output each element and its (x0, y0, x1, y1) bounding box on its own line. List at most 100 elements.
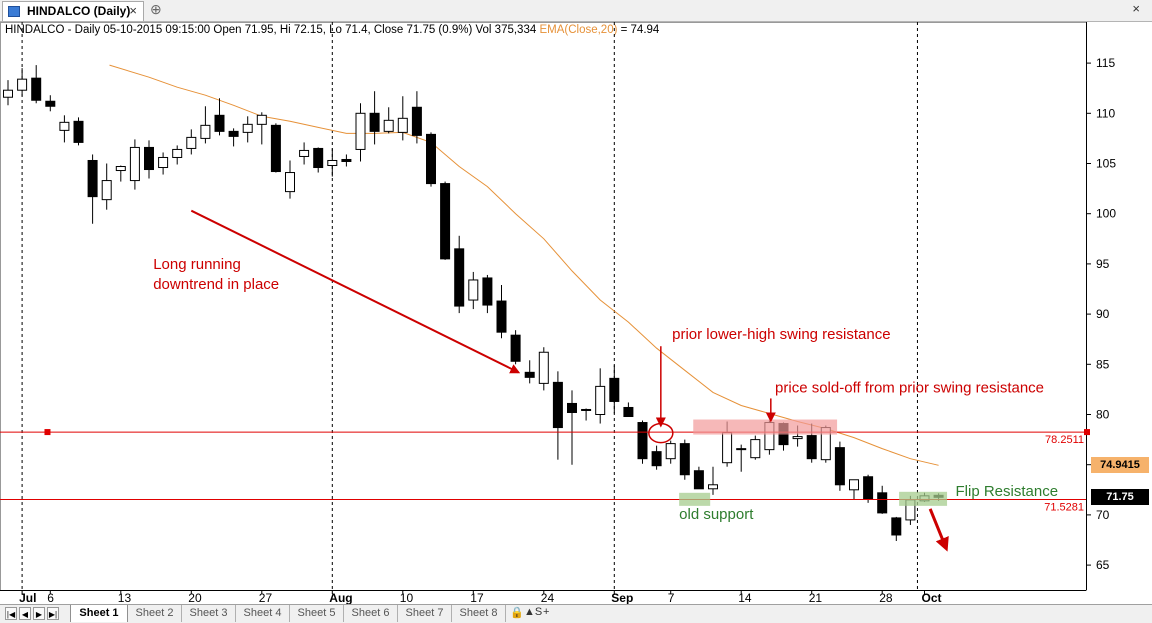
candle (750, 435, 761, 460)
chart-annotation: prior lower-high swing resistance (672, 326, 890, 343)
candle-body-down (623, 406, 634, 418)
candle (299, 142, 310, 165)
candle-body-up (129, 146, 140, 182)
candle-body-up (581, 408, 592, 411)
candle-body-down (313, 147, 324, 169)
candle-body-down (144, 146, 154, 171)
candle-body-down (609, 377, 620, 402)
close-window-icon[interactable]: × (1132, 1, 1140, 16)
candle (736, 444, 747, 472)
candle (426, 132, 436, 187)
next-sheet-button[interactable]: ▶ (33, 607, 45, 620)
candle-body-down (426, 133, 436, 185)
candle-body-down (834, 447, 845, 486)
chart-annotation: price sold-off from prior swing resistan… (775, 379, 1044, 396)
candle-body-down (341, 158, 352, 162)
sheet-tab-5[interactable]: Sheet 5 (290, 605, 344, 622)
sheet-tab-4[interactable]: Sheet 4 (236, 605, 290, 622)
candle (369, 91, 380, 145)
candle (200, 106, 211, 144)
line-anchor-marker (1084, 429, 1090, 436)
last-sheet-button[interactable]: ▶| (47, 607, 59, 620)
x-tick-label: 6 (47, 591, 54, 604)
candle (708, 466, 718, 495)
downtrend-arrow (190, 209, 521, 374)
candle-body-down (567, 402, 577, 413)
candle-body-down (73, 120, 84, 143)
chart-tab-hindalco[interactable]: HINDALCO (Daily) × (2, 1, 144, 21)
candle-body-up (750, 439, 761, 459)
candle-body-up (158, 156, 169, 169)
candle-body-down (736, 448, 747, 451)
candle (679, 439, 690, 480)
candle-body-up (3, 89, 13, 98)
candle (256, 112, 267, 145)
candle (567, 390, 577, 465)
candle-body-down (496, 300, 507, 333)
chart-annotation: Flip Resistance (956, 483, 1059, 500)
candle (355, 103, 366, 162)
candle (468, 271, 479, 310)
add-sheet-icon[interactable]: + (543, 606, 550, 618)
sheet-tab-8[interactable]: Sheet 8 (452, 605, 506, 622)
candle-body-up (17, 78, 28, 91)
candle (849, 479, 859, 500)
candle (87, 154, 98, 224)
flip-resistance-box (899, 491, 948, 506)
status-ema-value: = 74.94 (620, 24, 660, 36)
sheet-tab-3[interactable]: Sheet 3 (182, 605, 236, 622)
chart-tab-bar: HINDALCO (Daily) × ⊕ × (0, 0, 1152, 22)
sheet-tab-6[interactable]: Sheet 6 (344, 605, 398, 622)
x-tick-label: 27 (259, 591, 273, 604)
candle (144, 140, 154, 179)
prev-sheet-button[interactable]: ◀ (19, 607, 31, 620)
candle (411, 91, 422, 144)
candle (651, 445, 662, 470)
candle-body-up (172, 148, 183, 158)
candle-body-up (383, 119, 394, 132)
status-ohlc-text: HINDALCO - Daily 05-10-2015 09:15:00 Ope… (5, 24, 537, 36)
candle-body-down (454, 248, 465, 307)
y-tick-label: 95 (1096, 257, 1110, 271)
candle (581, 408, 592, 421)
close-tab-icon[interactable]: × (129, 3, 137, 18)
candle (327, 148, 338, 177)
scale-icon[interactable]: ▲S (524, 606, 543, 618)
candle-body-up (256, 114, 267, 125)
sheet-tab-2[interactable]: Sheet 2 (128, 605, 182, 622)
y-tick-label: 90 (1096, 307, 1110, 321)
lock-icon[interactable]: 🔒 (510, 607, 524, 619)
chart-tab-title: HINDALCO (Daily) (27, 4, 131, 18)
x-tick-label: 24 (541, 591, 555, 604)
price-chart[interactable]: 78.2511 71.5281 Long running downtrend in … (0, 22, 1152, 604)
candle (397, 96, 408, 141)
candle-body-up (242, 123, 253, 133)
sheet-tab-1[interactable]: Sheet 1 (70, 605, 128, 622)
candle (637, 420, 648, 464)
x-tick-label: Oct (922, 591, 942, 604)
y-tick-label: 70 (1096, 508, 1110, 522)
candle (595, 368, 606, 424)
candle-body-down (270, 124, 281, 173)
candle-body-down (31, 77, 42, 101)
new-tab-icon[interactable]: ⊕ (150, 1, 162, 17)
candle-body-up (285, 172, 295, 193)
x-tick-label: Aug (329, 591, 352, 604)
candle (510, 330, 521, 365)
sheet-tab-7[interactable]: Sheet 7 (398, 605, 452, 622)
candle-body-down (228, 130, 239, 137)
candle (552, 371, 563, 460)
candle (496, 284, 507, 339)
horizontal-level-label: 78.2511 (1045, 434, 1084, 446)
candle (341, 154, 352, 167)
candle-body-down (440, 183, 451, 260)
x-tick-label: 17 (470, 591, 484, 604)
candle (186, 129, 197, 155)
first-sheet-button[interactable]: |◀ (5, 607, 17, 620)
candle (693, 466, 704, 490)
y-tick-label: 115 (1096, 56, 1115, 70)
candle-body-up (115, 166, 126, 172)
candle (59, 115, 70, 143)
candle-body-up (538, 351, 549, 384)
candle-body-down (806, 435, 817, 460)
